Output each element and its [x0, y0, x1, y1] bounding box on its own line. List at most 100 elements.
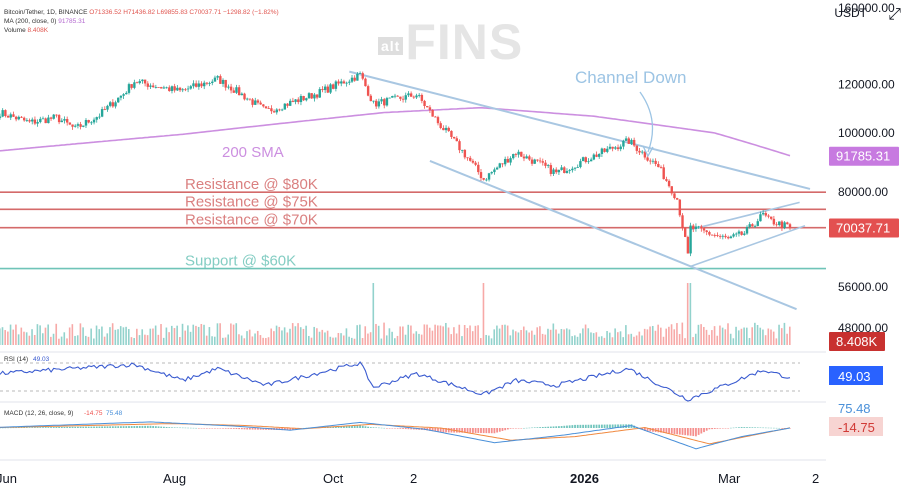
macd-histogram-bar [144, 425, 147, 428]
candle-body [248, 98, 252, 100]
volume-bar [33, 334, 36, 345]
macd-histogram-bar [345, 425, 348, 428]
volume-bar [447, 327, 450, 345]
volume-bar [399, 326, 401, 345]
volume-bars [0, 283, 791, 345]
macd-histogram-bar [673, 428, 676, 435]
volume-bar [504, 324, 506, 345]
candle-body [657, 164, 660, 168]
candle-body [353, 77, 356, 81]
candle-body [151, 85, 155, 88]
macd-histogram-bar [474, 428, 477, 433]
volume-bar [176, 325, 178, 345]
candle-body [4, 110, 7, 117]
macd-histogram-bar [458, 428, 461, 433]
volume-bar [681, 322, 684, 345]
volume-bar [321, 329, 324, 345]
candle-body [700, 226, 703, 229]
candle-body [297, 99, 300, 103]
candle-body [598, 153, 601, 157]
volume-bar [60, 336, 63, 345]
candle-body [528, 156, 531, 160]
candle-body [689, 225, 692, 254]
candle-body [761, 213, 765, 215]
macd-histogram-bar [359, 425, 361, 428]
macd-histogram-bar [246, 428, 249, 430]
volume-bar [141, 329, 144, 345]
volume-bar [39, 325, 41, 345]
volume-bar [686, 283, 689, 345]
time-tick-label: Mar [718, 471, 741, 486]
candle-body [181, 89, 184, 91]
volume-bar [654, 330, 657, 345]
wedge-line [690, 201, 800, 231]
candle-body [426, 105, 429, 108]
volume-bar [316, 328, 318, 345]
volume-bar [74, 335, 76, 345]
candle-body [412, 96, 416, 98]
candle-body [84, 120, 88, 126]
macd-histogram-bar [364, 426, 367, 428]
time-tick-label: 2 [410, 471, 417, 486]
wedge-line [690, 225, 806, 268]
candle-body [232, 90, 235, 93]
volume-bar [426, 324, 428, 345]
rsi-value-badge-text: 49.03 [838, 369, 871, 384]
candle-body [108, 102, 112, 106]
candle-body [420, 94, 424, 101]
candle-body [608, 146, 612, 149]
candle-body [270, 108, 273, 112]
volume-bar [361, 338, 364, 345]
volume-bar [579, 333, 582, 345]
macd-histogram-bar [25, 427, 28, 428]
macd-histogram-bar [751, 427, 754, 428]
macd-histogram-bar [383, 427, 386, 429]
candle-body [340, 81, 343, 84]
volume-bar [751, 327, 753, 345]
macd-histogram-bar [334, 426, 337, 428]
candle-body [649, 160, 652, 162]
volume-bar [297, 323, 299, 345]
macd-histogram-bar [9, 427, 12, 429]
volume-bar [7, 331, 9, 345]
volume-bar [436, 325, 439, 345]
volume-bar [353, 338, 356, 345]
expand-icon[interactable]: ⤢ [888, 6, 901, 23]
macd-histogram-bar [743, 427, 746, 428]
volume-bar [775, 338, 778, 345]
candle-body [334, 81, 338, 89]
candle-body [305, 98, 308, 101]
volume-bar [63, 332, 66, 345]
candle-body [275, 109, 278, 113]
candle-body [192, 83, 195, 87]
logo-text: FINS [405, 14, 524, 70]
candle-body [705, 230, 708, 233]
candle-body [450, 130, 453, 137]
candle-body [603, 148, 606, 152]
volume-bar [778, 324, 780, 345]
candle-body [490, 172, 493, 174]
macd-histogram-bar [754, 427, 756, 428]
volume-bar [724, 329, 727, 345]
volume-bar [329, 336, 332, 345]
candle-body [211, 81, 214, 84]
volume-bar [23, 331, 25, 345]
macd-histogram-bar [157, 426, 160, 428]
macd-histogram-bar [243, 428, 246, 430]
macd-histogram-bar [28, 427, 31, 428]
macd-histogram-bar [133, 426, 136, 428]
macd-histogram-bar [767, 427, 770, 429]
volume-bar [216, 323, 219, 345]
macd-histogram-bar [439, 428, 442, 433]
macd-histogram-bar [90, 426, 93, 428]
candle-body [576, 167, 579, 168]
macd-histogram-bar [283, 428, 286, 431]
macd-histogram-bar [222, 428, 224, 429]
candle-body [522, 156, 526, 159]
macd-histogram-bar [410, 428, 413, 430]
candle-body [318, 89, 321, 98]
candle-body [557, 169, 561, 173]
volume-bar [469, 325, 471, 345]
candle-body [213, 77, 217, 82]
